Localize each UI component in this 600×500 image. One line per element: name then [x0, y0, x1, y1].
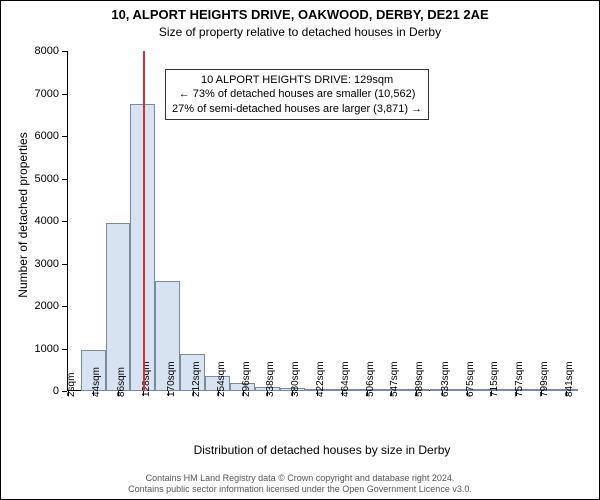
x-tick-label: 589sqm	[414, 361, 425, 397]
y-axis	[67, 51, 68, 391]
x-tick-label: 86sqm	[116, 367, 127, 397]
x-tick-label: 2sqm	[66, 373, 77, 397]
y-tick-label: 7000	[35, 88, 67, 100]
y-tick-label: 6000	[35, 130, 67, 142]
y-tick-label: 0	[53, 385, 67, 397]
y-tick-label: 1000	[35, 343, 67, 355]
x-tick-label: 841sqm	[564, 361, 575, 397]
x-tick-label: 212sqm	[191, 361, 202, 397]
x-tick-label: 170sqm	[166, 361, 177, 397]
y-tick-label: 5000	[35, 173, 67, 185]
callout-line: 10 ALPORT HEIGHTS DRIVE: 129sqm	[172, 73, 422, 87]
x-axis-label: Distribution of detached houses by size …	[67, 443, 577, 457]
y-tick-label: 2000	[35, 300, 67, 312]
footer-line-2: Contains public sector information licen…	[1, 484, 599, 495]
x-tick-label: 44sqm	[91, 367, 102, 397]
callout-box: 10 ALPORT HEIGHTS DRIVE: 129sqm← 73% of …	[165, 69, 429, 120]
x-tick-label: 547sqm	[389, 361, 400, 397]
x-tick-label: 422sqm	[315, 361, 326, 397]
x-tick-label: 380sqm	[290, 361, 301, 397]
chart-subtitle: Size of property relative to detached ho…	[1, 25, 599, 39]
y-tick-label: 3000	[35, 258, 67, 270]
x-tick-label: 254sqm	[216, 361, 227, 397]
x-tick-label: 506sqm	[365, 361, 376, 397]
y-tick-label: 4000	[35, 215, 67, 227]
x-tick-label: 715sqm	[489, 361, 500, 397]
chart-container: 10, ALPORT HEIGHTS DRIVE, OAKWOOD, DERBY…	[0, 0, 600, 500]
y-tick-label: 8000	[35, 45, 67, 57]
x-tick-label: 675sqm	[465, 361, 476, 397]
x-tick-label: 799sqm	[539, 361, 550, 397]
x-tick-label: 757sqm	[514, 361, 525, 397]
y-axis-label-wrap: Number of detached properties	[15, 51, 31, 379]
footer-attribution: Contains HM Land Registry data © Crown c…	[1, 473, 599, 496]
x-tick-label: 296sqm	[241, 361, 252, 397]
y-axis-label: Number of detached properties	[16, 132, 30, 297]
x-tick-label: 338sqm	[265, 361, 276, 397]
footer-line-1: Contains HM Land Registry data © Crown c…	[1, 473, 599, 484]
property-marker-line	[143, 51, 145, 391]
callout-line: 27% of semi-detached houses are larger (…	[172, 102, 422, 116]
callout-line: ← 73% of detached houses are smaller (10…	[172, 87, 422, 101]
plot-area: 0100020003000400050006000700080002sqm44s…	[67, 51, 577, 391]
x-tick-label: 464sqm	[340, 361, 351, 397]
histogram-bar	[106, 223, 131, 391]
chart-title: 10, ALPORT HEIGHTS DRIVE, OAKWOOD, DERBY…	[1, 7, 599, 22]
x-tick-label: 633sqm	[440, 361, 451, 397]
